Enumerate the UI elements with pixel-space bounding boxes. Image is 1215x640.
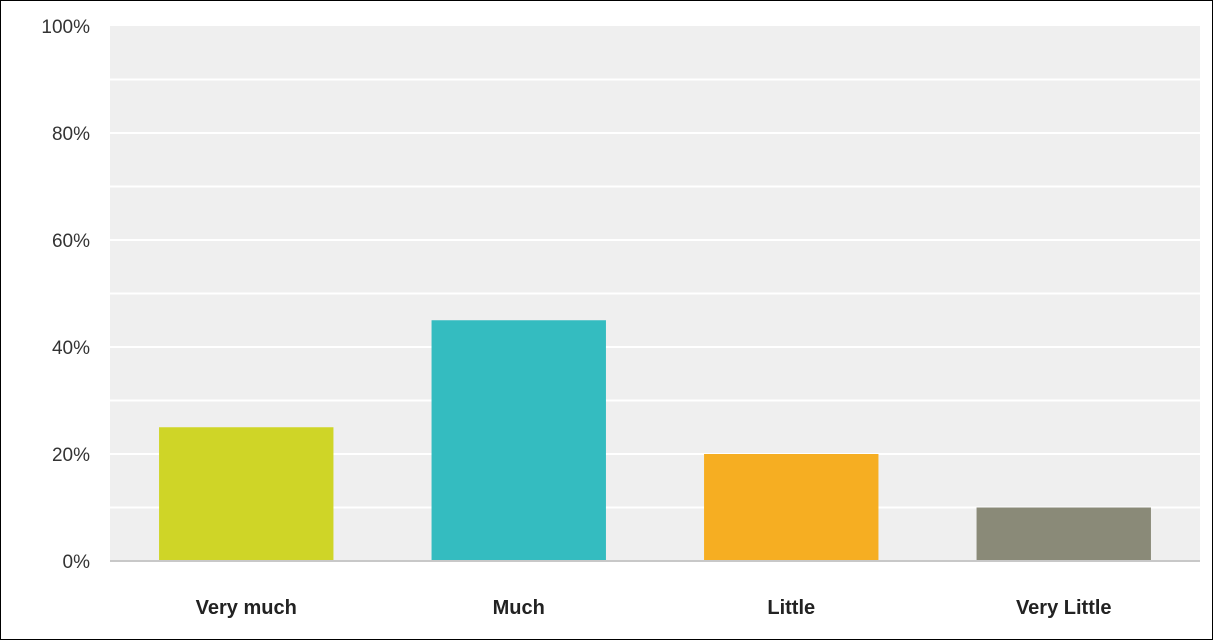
bar-little[interactable] <box>704 454 879 561</box>
bar-chart: 0%20%40%60%80%100% Very much Much Little Ve… <box>41 17 1200 619</box>
y-tick-label: 40% <box>52 338 90 359</box>
y-tick-label: 20% <box>52 445 90 466</box>
y-tick-label: 0% <box>63 552 91 573</box>
x-category-labels: Very much Much Little Very Little <box>196 597 1112 619</box>
y-tick-label: 80% <box>52 124 90 145</box>
x-category-label: Very Little <box>1016 597 1112 619</box>
bar-much[interactable] <box>431 320 606 561</box>
x-category-label: Much <box>493 597 545 619</box>
x-category-label: Little <box>767 597 815 619</box>
bar-very-much[interactable] <box>159 427 334 561</box>
x-category-label: Very much <box>196 597 297 619</box>
bars <box>159 320 1151 561</box>
y-tick-labels: 0% 20% 40% 60% 80% 100% <box>41 17 90 573</box>
y-tick-label: 100% <box>41 17 90 38</box>
y-tick-label: 60% <box>52 231 90 252</box>
bar-very-little[interactable] <box>976 507 1151 562</box>
